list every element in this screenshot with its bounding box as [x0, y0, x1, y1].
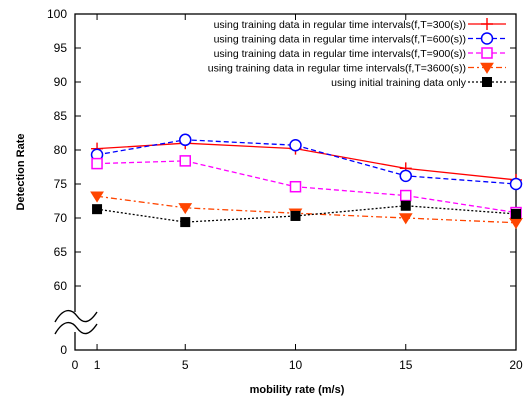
triangle-marker — [480, 62, 494, 74]
y-tick-label: 100 — [47, 7, 67, 21]
y-tick-label: 90 — [54, 75, 68, 89]
y-tick-label: 65 — [54, 245, 68, 259]
series-line — [97, 160, 517, 214]
circle-marker — [289, 138, 302, 152]
y-tick-label: 75 — [54, 177, 68, 191]
legend-label: using training data in regular time inte… — [214, 19, 466, 31]
filled-square-marker — [482, 77, 492, 87]
x-tick-label: 20 — [509, 358, 523, 372]
series-2 — [90, 133, 523, 191]
series-4 — [90, 191, 523, 230]
open-square-marker — [481, 47, 493, 59]
x-axis-title: mobility rate (m/s) — [250, 384, 345, 396]
open-square-marker — [91, 157, 103, 170]
legend-label: using training data in regular time inte… — [208, 63, 466, 75]
series-layer — [90, 133, 523, 230]
series-line — [96, 139, 517, 185]
axis-break-wave — [54, 321, 98, 335]
y-tick-label: 0 — [60, 343, 67, 357]
circle-marker — [179, 133, 192, 147]
y-tick-label: 80 — [54, 143, 68, 157]
series-3 — [91, 155, 522, 219]
legend: using training data in regular time inte… — [208, 18, 506, 89]
x-axis-ticks: 0 1 5 10 15 20 — [72, 14, 523, 372]
open-square-marker — [400, 189, 412, 202]
filled-square-marker — [290, 210, 301, 221]
legend-label: using initial training data only — [331, 77, 467, 89]
x-tick-label: 0 — [72, 358, 79, 372]
x-tick-label: 1 — [94, 358, 101, 372]
x-tick-label: 15 — [399, 358, 413, 372]
filled-square-marker — [400, 200, 411, 211]
triangle-marker — [509, 218, 523, 230]
y-axis-title: Detection Rate — [15, 133, 27, 210]
triangle-marker — [90, 191, 104, 203]
triangle-marker — [178, 203, 193, 215]
legend-label: using training data in regular time inte… — [214, 48, 466, 60]
x-tick-label: 5 — [182, 358, 189, 372]
y-tick-label: 95 — [54, 41, 68, 55]
axis-break-mark — [54, 309, 99, 335]
open-square-marker — [289, 180, 302, 193]
triangle-marker — [398, 213, 413, 225]
plus-marker — [481, 18, 493, 30]
axis-break-wave — [54, 309, 98, 323]
filled-square-marker — [511, 208, 521, 219]
legend-label: using training data in regular time inte… — [214, 34, 466, 46]
y-tick-label: 60 — [54, 279, 68, 293]
circle-marker — [509, 177, 523, 191]
filled-square-marker — [180, 217, 191, 228]
axis-break-mask — [63, 312, 99, 332]
circle-marker — [399, 169, 412, 183]
series-5 — [92, 200, 521, 228]
x-tick-label: 10 — [289, 358, 303, 372]
filled-square-marker — [92, 204, 103, 215]
open-square-marker — [179, 155, 191, 167]
circle-marker — [480, 32, 494, 45]
y-tick-label: 70 — [54, 211, 68, 225]
y-tick-label: 85 — [54, 109, 68, 123]
